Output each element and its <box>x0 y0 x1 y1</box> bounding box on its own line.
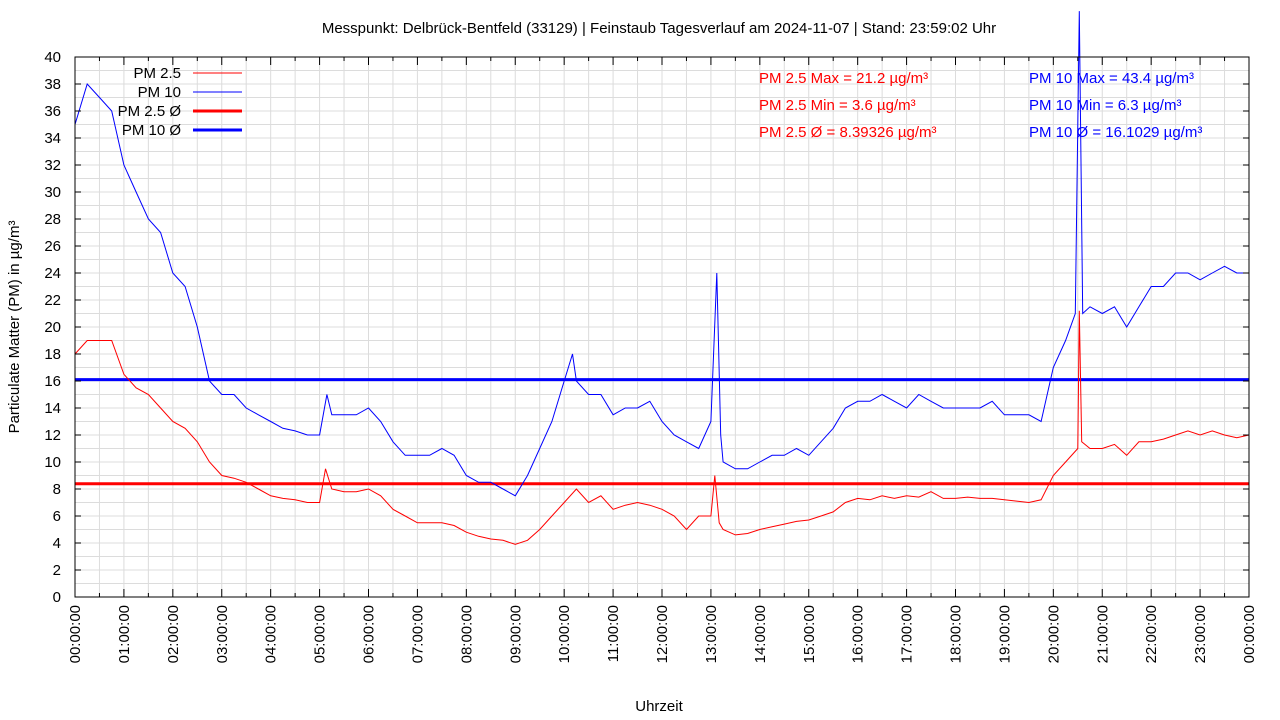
legend-label: PM 10 <box>138 84 181 101</box>
pm10-stat: PM 10 Min = 6.3 µg/m³ <box>1029 97 1181 114</box>
pm25-stat: PM 2.5 Min = 3.6 µg/m³ <box>759 97 916 114</box>
pm25-stat: PM 2.5 Max = 21.2 µg/m³ <box>759 70 928 87</box>
x-tick-label: 21:00:00 <box>1094 605 1111 663</box>
y-tick-label: 16 <box>44 373 61 390</box>
x-tick-label: 04:00:00 <box>263 605 280 663</box>
y-tick-label: 12 <box>44 427 61 444</box>
x-tick-label: 20:00:00 <box>1045 605 1062 663</box>
x-tick-label: 14:00:00 <box>752 605 769 663</box>
y-tick-label: 32 <box>44 157 61 174</box>
y-tick-label: 20 <box>44 319 61 336</box>
series-lines <box>74 11 1250 545</box>
x-axis-ticks: 00:00:00 01:00:00 02:00:00 03:00:00 04:00:00… <box>67 57 1258 663</box>
y-tick-label: 18 <box>44 346 61 363</box>
stats-annotations: PM 2.5 Max = 21.2 µg/m³ PM 2.5 Min = 3.6 … <box>759 70 1202 141</box>
y-tick-label: 40 <box>44 49 61 66</box>
x-tick-label: 15:00:00 <box>801 605 818 663</box>
x-tick-label: 07:00:00 <box>409 605 426 663</box>
x-tick-label: 03:00:00 <box>214 605 231 663</box>
x-tick-label: 01:00:00 <box>116 605 133 663</box>
x-axis-label: Uhrzeit <box>635 698 683 715</box>
y-tick-label: 8 <box>53 481 61 498</box>
legend-label: PM 2.5 Ø <box>118 103 182 120</box>
y-axis-label: Particulate Matter (PM) in µg/m³ <box>6 221 23 434</box>
legend: PM 2.5 PM 10 PM 2.5 Ø PM 10 Ø <box>118 65 242 139</box>
legend-label: PM 10 Ø <box>122 122 182 139</box>
x-tick-label: 08:00:00 <box>458 605 475 663</box>
pm10-stat: PM 10 Ø = 16.1029 µg/m³ <box>1029 124 1202 141</box>
x-tick-label: 00:00:00 <box>1241 605 1258 663</box>
x-tick-label: 23:00:00 <box>1192 605 1209 663</box>
pm25-stat: PM 2.5 Ø = 8.39326 µg/m³ <box>759 124 936 141</box>
y-tick-label: 6 <box>53 508 61 525</box>
x-tick-label: 10:00:00 <box>556 605 573 663</box>
y-tick-label: 24 <box>44 265 61 282</box>
y-tick-label: 28 <box>44 211 61 228</box>
x-tick-label: 06:00:00 <box>361 605 378 663</box>
y-tick-label: 22 <box>44 292 61 309</box>
x-tick-label: 16:00:00 <box>850 605 867 663</box>
x-tick-label: 02:00:00 <box>165 605 182 663</box>
y-tick-label: 26 <box>44 238 61 255</box>
y-tick-label: 4 <box>53 535 61 552</box>
x-tick-label: 22:00:00 <box>1143 605 1160 663</box>
chart-title: Messpunkt: Delbrück-Bentfeld (33129) | F… <box>322 20 996 37</box>
y-tick-label: 30 <box>44 184 61 201</box>
y-tick-label: 36 <box>44 103 61 120</box>
series-line-pm10 <box>74 11 1249 497</box>
x-tick-label: 17:00:00 <box>899 605 916 663</box>
x-tick-label: 11:00:00 <box>605 605 622 662</box>
x-tick-label: 05:00:00 <box>312 605 329 663</box>
x-tick-label: 12:00:00 <box>654 605 671 663</box>
grid <box>74 56 1250 598</box>
x-tick-label: 18:00:00 <box>948 605 965 663</box>
legend-label: PM 2.5 <box>133 65 181 82</box>
x-tick-label: 09:00:00 <box>507 605 524 663</box>
y-tick-label: 38 <box>44 76 61 93</box>
x-tick-label: 19:00:00 <box>996 605 1013 663</box>
y-tick-label: 10 <box>44 454 61 471</box>
y-tick-label: 14 <box>44 400 61 417</box>
average-lines <box>75 378 1249 486</box>
x-tick-label: 00:00:00 <box>67 605 84 663</box>
y-tick-label: 34 <box>44 130 61 147</box>
x-tick-label: 13:00:00 <box>703 605 720 663</box>
y-tick-label: 2 <box>53 562 61 579</box>
y-tick-label: 0 <box>53 589 61 606</box>
series-line-pm25 <box>74 310 1250 545</box>
pm10-stat: PM 10 Max = 43.4 µg/m³ <box>1029 70 1194 87</box>
